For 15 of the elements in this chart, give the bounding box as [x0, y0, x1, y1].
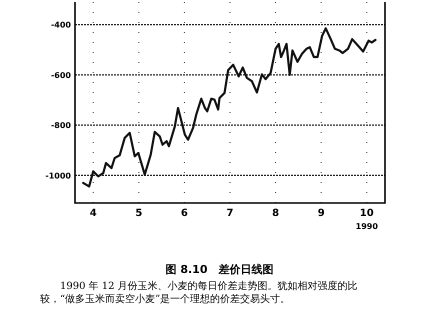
y-tick-label: -1000: [45, 171, 72, 180]
y-tick-label: -400: [50, 20, 72, 30]
x-tick-label: 4: [90, 208, 97, 219]
y-tick-label: -800: [50, 121, 72, 130]
text: 图 8.10 差价日线图: [164, 262, 274, 277]
text: 1990 年 12 月份玉米、小麦的每日价差走势图。犹如相对强度的比较，“做多玉米而卖空小麦”是一个理想的价差交易头寸。: [40, 280, 359, 306]
x-tick-label: 7: [226, 208, 234, 219]
x-tick-label: 6: [180, 208, 188, 219]
x-tick-label: 5: [135, 208, 142, 219]
x-tick-label: 9: [318, 208, 325, 219]
text: 1990: [356, 222, 378, 231]
y-tick-label: -600: [50, 70, 72, 80]
line-series: [82, 27, 377, 188]
x-tick-label: 10: [360, 208, 374, 219]
x-tick-label: 8: [272, 208, 280, 219]
